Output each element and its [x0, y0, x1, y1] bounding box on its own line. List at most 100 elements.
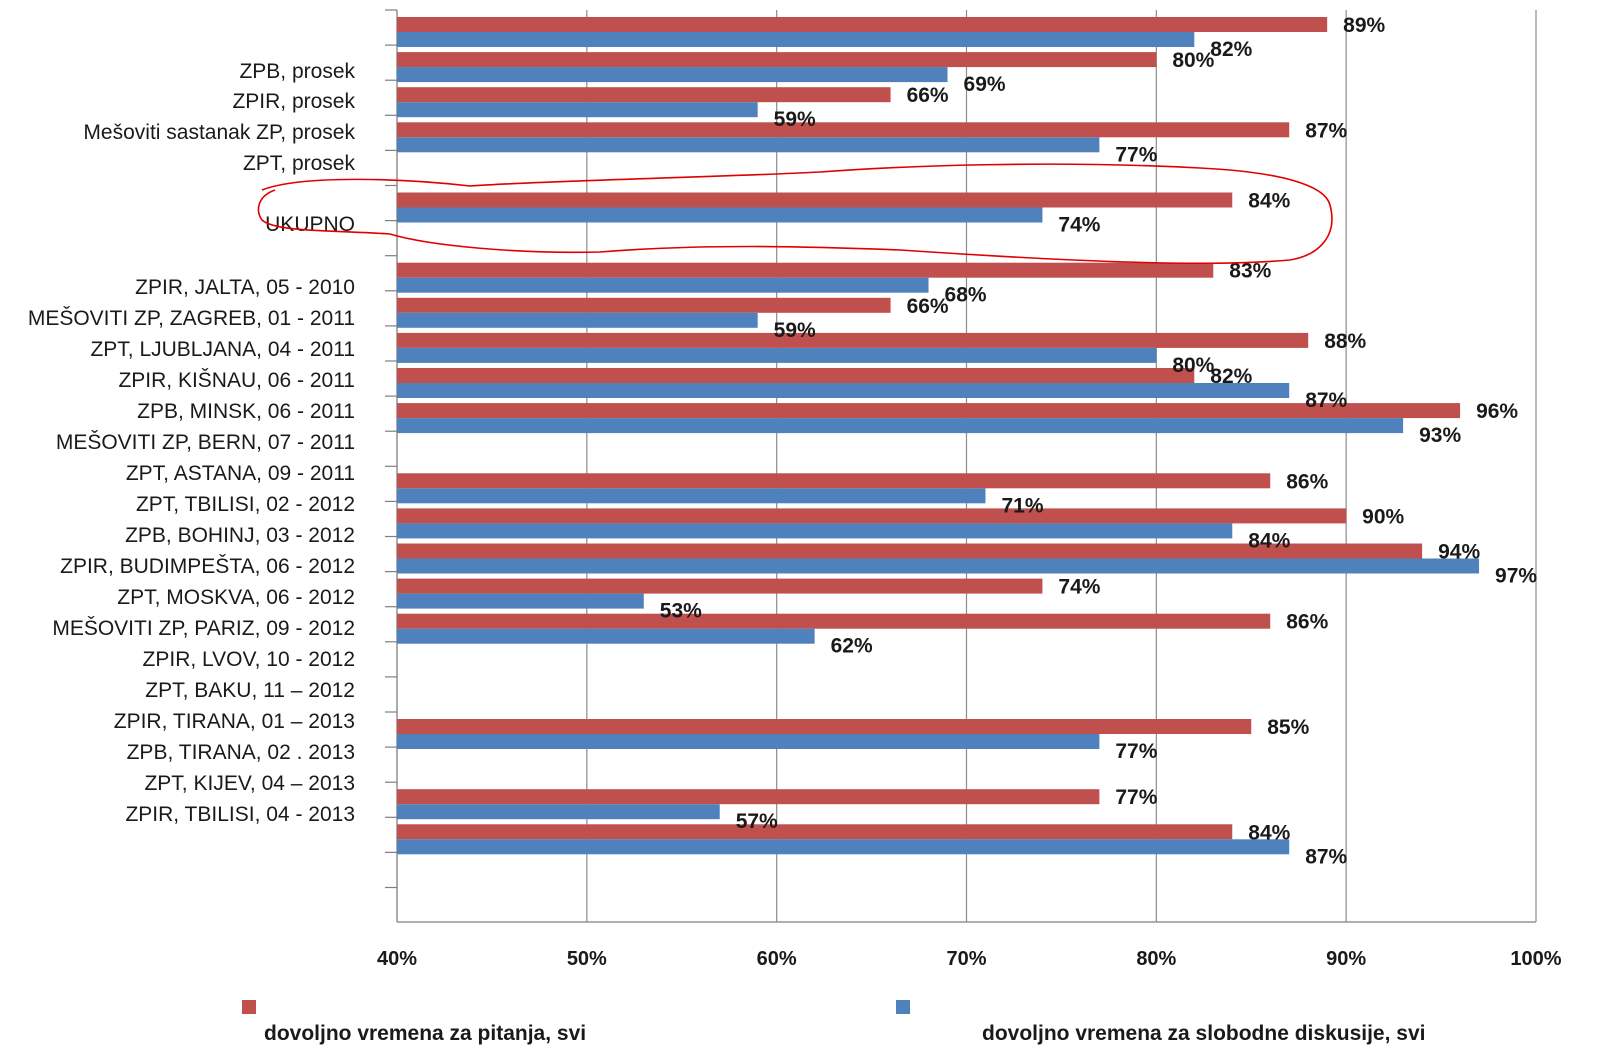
bar-pitanja — [397, 789, 1100, 805]
category-label: ZPB, prosek — [239, 60, 355, 83]
x-tick-label: 70% — [946, 948, 986, 970]
legend-swatch-blue — [896, 1000, 910, 1014]
bar-pitanja — [397, 368, 1195, 383]
bar-pitanja — [397, 332, 1309, 348]
category-label: ZPT, LJUBLJANA, 04 - 2011 — [90, 338, 355, 361]
data-label: 84% — [1248, 529, 1290, 552]
category-labels: ZPB, prosek ZPIR, prosek Mešoviti sastanak… — [28, 60, 356, 826]
category-label: Mešoviti sastanak ZP, prosek — [83, 121, 355, 144]
x-tick-label: 40% — [377, 948, 417, 970]
x-tick-label: 50% — [567, 948, 607, 970]
bar-pitanja — [397, 543, 1423, 559]
bar-diskusije — [397, 558, 1480, 574]
x-tick-labels: 40% 50% 60% 70% 80% 90% 100% — [377, 948, 1562, 970]
bar-pitanja — [397, 297, 891, 313]
category-label: ZPB, MINSK, 06 - 2011 — [137, 400, 355, 423]
x-tick-label: 100% — [1510, 948, 1561, 970]
data-label: 77% — [1115, 786, 1157, 809]
category-label: MEŠOVITI ZP, BERN, 07 - 2011 — [56, 431, 355, 454]
category-label: ZPT, BAKU, 11 – 2012 — [145, 679, 355, 702]
data-label: 71% — [1001, 494, 1043, 517]
category-label: ZPT, MOSKVA, 06 - 2012 — [117, 586, 355, 609]
bar-diskusije — [397, 734, 1100, 749]
bar-diskusije — [397, 277, 929, 293]
data-label: 82% — [1210, 38, 1252, 61]
category-label: ZPIR, TBILISI, 04 - 2013 — [125, 803, 355, 826]
data-label: 66% — [907, 295, 949, 318]
data-label: 59% — [774, 108, 816, 131]
category-label: ZPT, ASTANA, 09 - 2011 — [126, 462, 355, 485]
data-label: 97% — [1495, 565, 1537, 588]
data-label: 69% — [964, 73, 1006, 96]
bar-pitanja — [397, 192, 1233, 208]
legend-label-diskusije: dovoljno vremena za slobodne diskusije, … — [982, 1022, 1426, 1045]
data-label: 74% — [1058, 214, 1100, 237]
category-label: ZPT, prosek — [243, 152, 356, 175]
data-label: 80% — [1172, 49, 1214, 72]
category-label: ZPIR, BUDIMPEŠTA, 06 - 2012 — [60, 555, 355, 578]
data-label: 57% — [736, 810, 778, 833]
category-label: ZPT, TBILISI, 02 - 2012 — [136, 493, 355, 516]
legend-label-pitanja: dovoljno vremena za pitanja, svi — [264, 1022, 587, 1045]
data-label: 59% — [774, 319, 816, 342]
data-label: 77% — [1115, 740, 1157, 763]
bar-diskusije — [397, 418, 1404, 434]
data-label: 66% — [907, 84, 949, 107]
category-label: MEŠOVITI ZP, PARIZ, 09 - 2012 — [52, 617, 355, 640]
bar-diskusije — [397, 32, 1195, 47]
data-label: 83% — [1229, 260, 1271, 283]
data-label: 74% — [1058, 576, 1100, 599]
data-label: 68% — [945, 284, 987, 307]
data-labels: 89%82%80%69%66%59% 87%77%84%74%83%68%66%5… — [660, 14, 1538, 868]
bar-pitanja — [397, 403, 1461, 419]
data-label: 53% — [660, 600, 702, 623]
data-label: 87% — [1305, 845, 1347, 868]
bar-pitanja — [397, 824, 1233, 840]
bar-pitanja — [397, 52, 1157, 68]
bar-diskusije — [397, 383, 1290, 398]
bar-diskusije — [397, 523, 1233, 539]
bar-diskusije — [397, 593, 644, 609]
data-label: 80% — [1172, 354, 1214, 377]
ukupno-highlight-ellipse — [257, 163, 1333, 265]
bar-diskusije — [397, 804, 720, 820]
data-label: 85% — [1267, 716, 1309, 739]
category-label: ZPIR, KIŠNAU, 06 - 2011 — [118, 369, 355, 392]
category-label: ZPIR, JALTA, 05 - 2010 — [135, 276, 355, 299]
data-label: 94% — [1438, 541, 1480, 564]
bar-pitanja — [397, 613, 1271, 629]
data-label: 90% — [1362, 505, 1404, 528]
bar-pitanja — [397, 262, 1214, 278]
legend-swatch-red — [242, 1000, 256, 1014]
bar-diskusije — [397, 137, 1100, 153]
data-label: 89% — [1343, 14, 1385, 37]
bar-diskusije — [397, 312, 758, 328]
gridlines — [385, 9, 1537, 923]
category-label: ZPIR, LVOV, 10 - 2012 — [143, 648, 355, 671]
data-label: 82% — [1210, 365, 1252, 388]
bar-pitanja — [397, 719, 1252, 734]
category-label: ZPB, TIRANA, 02 . 2013 — [127, 741, 355, 764]
data-label: 87% — [1305, 119, 1347, 142]
bar-diskusije — [397, 347, 1157, 363]
category-label: ZPT, KIJEV, 04 – 2013 — [144, 772, 355, 795]
data-label: 86% — [1286, 611, 1328, 634]
data-label: 88% — [1324, 330, 1366, 353]
bar-pitanja — [397, 122, 1290, 138]
category-label: MEŠOVITI ZP, ZAGREB, 01 - 2011 — [28, 307, 355, 330]
data-label: 93% — [1419, 424, 1461, 447]
data-label: 77% — [1115, 143, 1157, 166]
data-label: 84% — [1248, 821, 1290, 844]
category-label: ZPIR, prosek — [232, 90, 355, 113]
data-label: 86% — [1286, 470, 1328, 493]
bar-pitanja — [397, 17, 1328, 32]
legend-item-diskusije: dovoljno vremena za slobodne diskusije, … — [896, 1000, 1425, 1045]
category-label: ZPB, BOHINJ, 03 - 2012 — [125, 524, 355, 547]
bars — [397, 17, 1480, 855]
bar-diskusije — [397, 488, 986, 504]
bar-diskusije — [397, 102, 758, 118]
x-tick-label: 80% — [1136, 948, 1176, 970]
data-label: 96% — [1476, 400, 1518, 423]
bar-pitanja — [397, 578, 1043, 594]
